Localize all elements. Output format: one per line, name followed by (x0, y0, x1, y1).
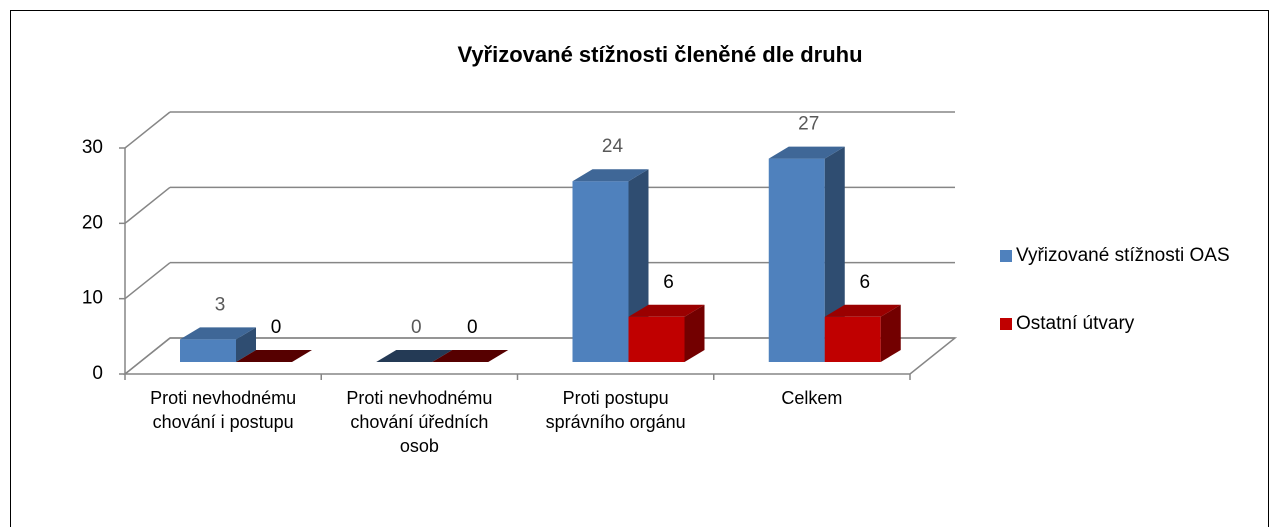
x-tick-label: Proti postupu správního orgánu (545, 388, 686, 432)
bar-top (768, 146, 845, 159)
chart-border (10, 10, 1269, 527)
value-label: 0 (411, 317, 422, 338)
bar-top (180, 327, 256, 340)
value-label: 0 (271, 317, 282, 338)
bar-front (180, 339, 236, 362)
value-label: 6 (663, 272, 674, 293)
bar-front (628, 316, 685, 362)
x-tick-label: Proti nevhodnému chování i postupu (150, 388, 297, 432)
bar-top (824, 304, 901, 317)
bar-front (768, 158, 825, 362)
bar (180, 327, 256, 362)
value-label: 27 (798, 114, 819, 135)
legend-label: Vyřizované stížnosti OAS (1016, 245, 1230, 266)
grid-side (124, 262, 171, 300)
bar (628, 304, 705, 362)
value-label: 3 (215, 294, 226, 315)
bar-top (572, 169, 649, 182)
bar-front (824, 316, 881, 362)
bar-side (880, 304, 901, 362)
y-tick-label: 10 (82, 288, 103, 309)
y-tick-label: 0 (92, 363, 103, 384)
bar (432, 350, 509, 362)
y-tick-label: 20 (82, 212, 103, 233)
legend-label: Ostatní útvary (1016, 313, 1135, 334)
legend-swatch (1000, 250, 1012, 262)
bar-top (376, 350, 453, 362)
bar-front (572, 181, 629, 362)
value-label: 0 (467, 317, 478, 338)
grid-side (124, 186, 171, 224)
bar-top (432, 350, 509, 362)
y-tick-label: 30 (82, 137, 103, 158)
value-label: 6 (859, 272, 870, 293)
bar-side (236, 327, 256, 362)
x-tick-label: Celkem (781, 388, 843, 408)
bar-top (628, 304, 705, 317)
bar (236, 350, 312, 362)
legend-swatch (1000, 318, 1012, 330)
grid-side (124, 111, 171, 149)
bar (376, 350, 453, 362)
grid-side (124, 337, 171, 375)
bar (824, 304, 901, 362)
bar (572, 169, 649, 362)
x-tick-label: Proti nevhodnému chování úředních osob (346, 388, 493, 456)
bar-top (236, 350, 312, 362)
bar-side (684, 304, 705, 362)
value-label: 24 (602, 136, 624, 157)
chart-title: Vyřizované stížnosti členěné dle druhu (457, 42, 862, 67)
